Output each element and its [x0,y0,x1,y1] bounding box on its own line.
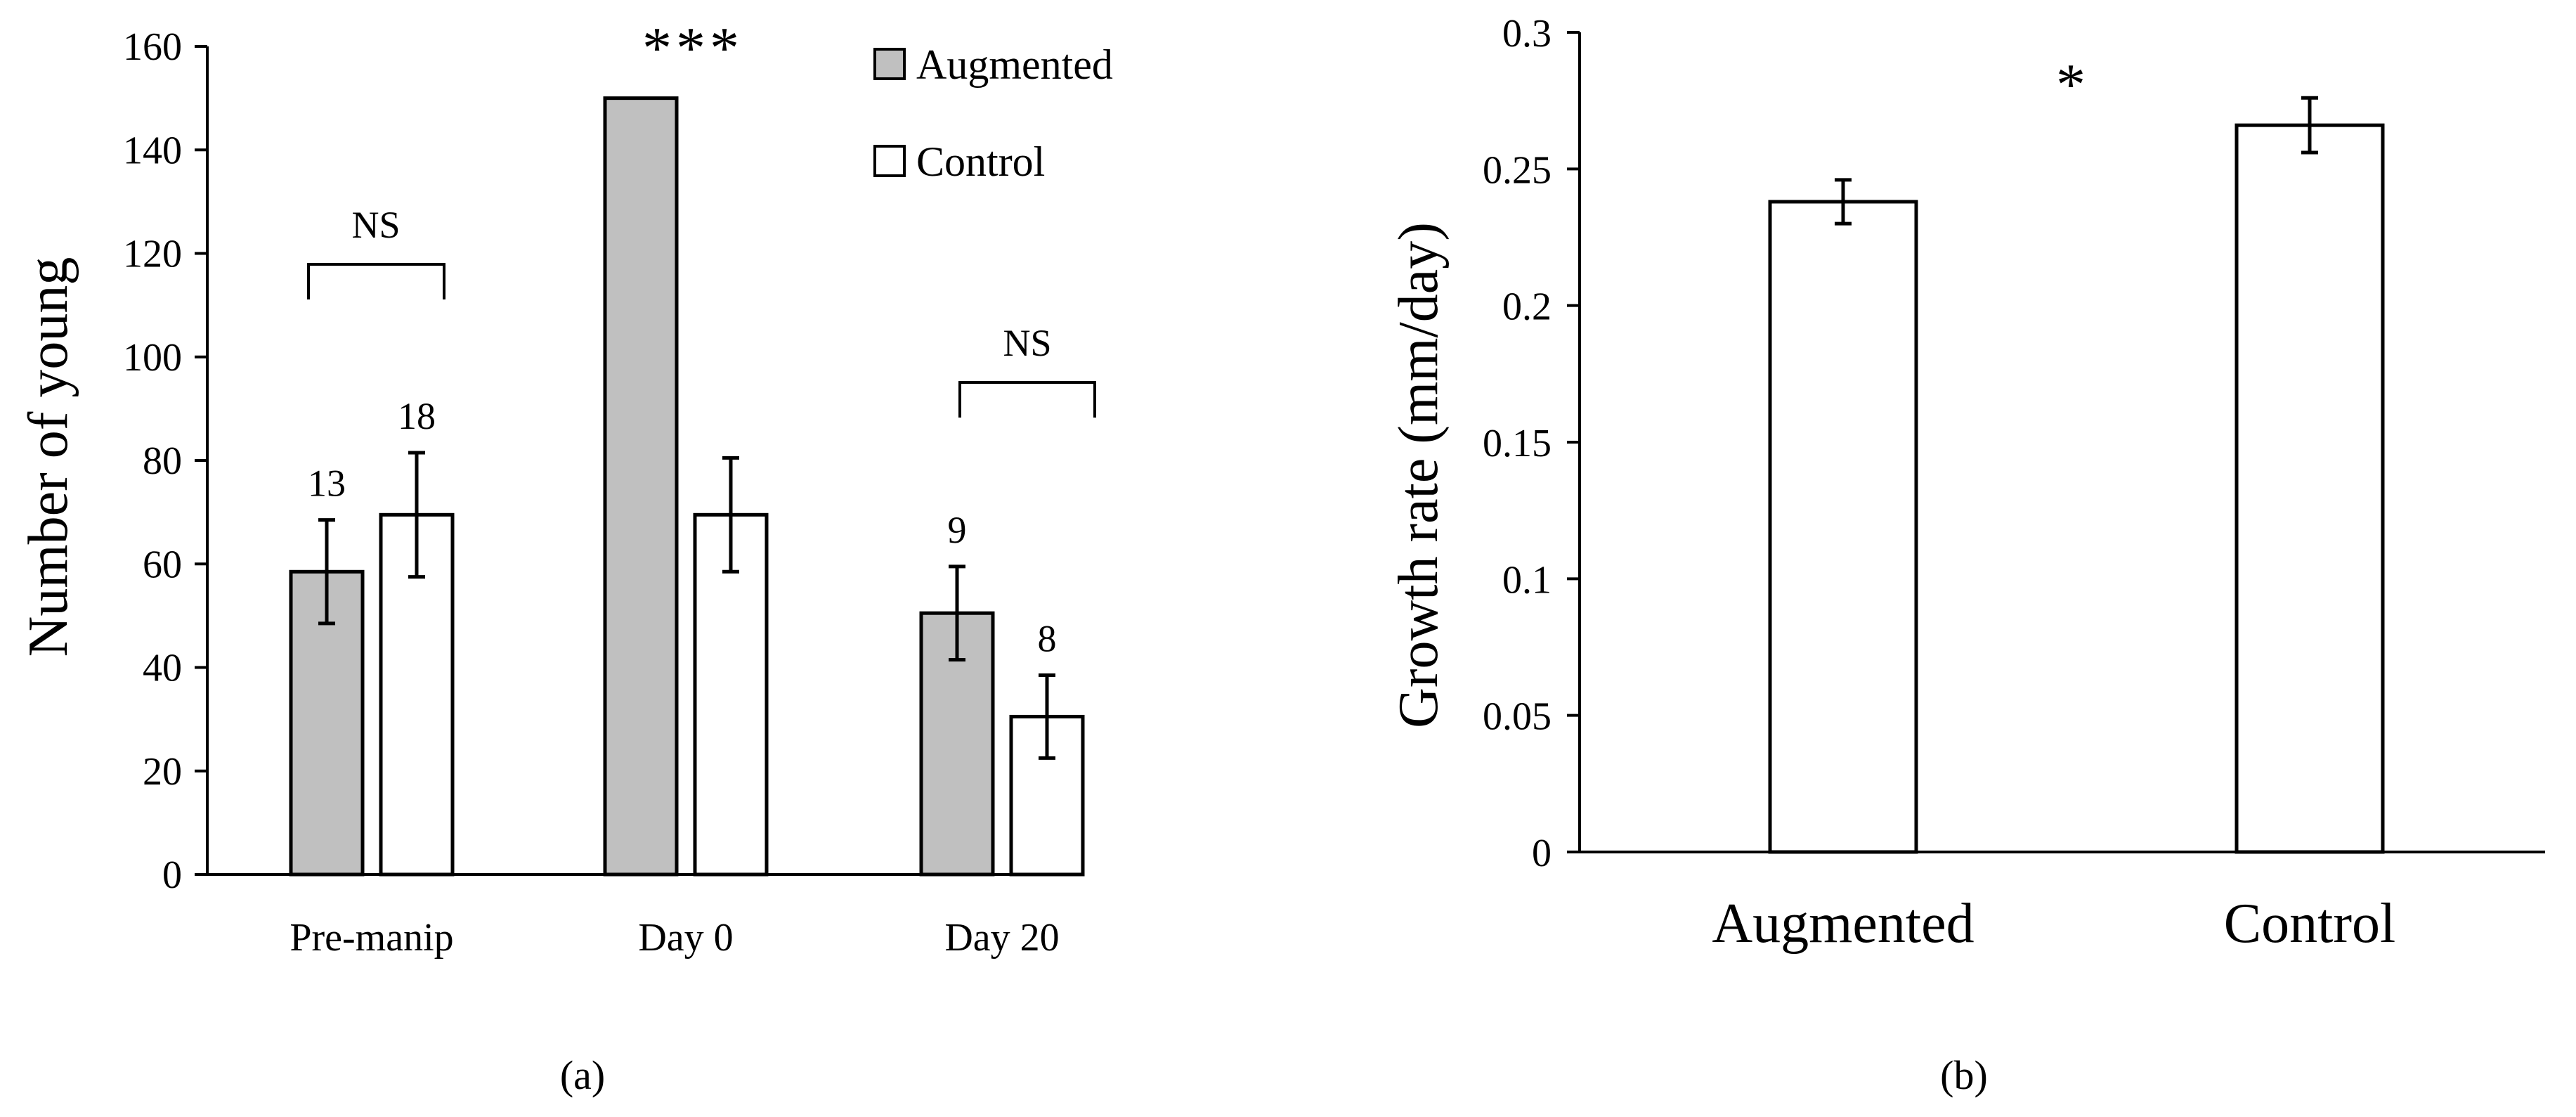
panel-a-significance-stars: *** [642,15,743,81]
panel-a-ns-label: NS [351,204,400,246]
panel-a-ns-bracket-day20 [958,381,1096,418]
panel-a-sample-size-label: 9 [948,509,967,551]
panel-a-y-tick-label: 80 [143,439,182,483]
panel-a-y-tick-label: 40 [143,647,182,690]
panel-a-ns-label: NS [1003,322,1051,364]
panel-a-y-tick-label: 140 [123,129,182,172]
panel-b-y-tick-label: 0.2 [1502,285,1552,329]
panel-a-ns-bracket-premanip [307,263,445,299]
panel-b-x-tick-label: Control [2224,893,2395,955]
panel-a-y-tick-label: 120 [123,233,182,276]
panel-a-bar [693,512,769,877]
panel-a-bar [603,96,679,877]
panel-b-caption: (b) [1940,1052,1988,1098]
panel-a-sample-size-label: 13 [308,463,346,505]
panel-b-bar [1768,200,1918,854]
panel-a-y-tick-label: 160 [123,25,182,69]
panel-b-y-axis-label: Growth rate (mm/day) [1388,222,1450,728]
panel-a-y-tick-label: 0 [162,853,182,897]
panel-a-x-tick-label: Day 0 [638,916,733,960]
panel-a-y-tick-label: 20 [143,750,182,794]
panel-a-y-tick-label: 100 [123,336,182,380]
panel-a-y-axis-label: Number of young [18,257,79,657]
panel-a-legend-label: Augmented [916,41,1113,88]
panel-a-x-tick-label: Pre-manip [290,916,453,960]
panel-a-legend-label: Control [916,138,1045,185]
panel-a-chart: Number of young (a) 0 20 40 60 80 100 120 140 16… [18,15,1113,1098]
panel-b-x-tick-label: Augmented [1712,893,1974,955]
panel-a-sample-size-label: 18 [398,395,436,437]
panel-b-y-tick-label: 0.1 [1502,558,1552,602]
panel-b-y-tick-label: 0.3 [1502,12,1552,56]
panel-b-significance-star: * [2056,52,2090,117]
panel-a-caption: (a) [560,1052,605,1098]
panel-a-y-tick-label: 60 [143,543,182,586]
panel-b-y-tick-label: 0.25 [1483,148,1552,192]
panel-a-legend-swatch [873,48,906,80]
panel-a-sample-size-label: 8 [1038,618,1057,660]
panel-b-y-tick-label: 0.05 [1483,695,1552,739]
panel-b-y-tick-label: 0.15 [1483,422,1552,465]
panel-b-y-tick-label: 0 [1532,832,1552,875]
panel-a-x-tick-label: Day 20 [944,916,1059,960]
panel-b-bar [2235,123,2385,854]
panel-b-chart: Growth rate (mm/day) (b) 0 0.05 0.1 0.15 0.2… [1388,12,2545,1098]
panel-a-legend-swatch [873,145,906,177]
